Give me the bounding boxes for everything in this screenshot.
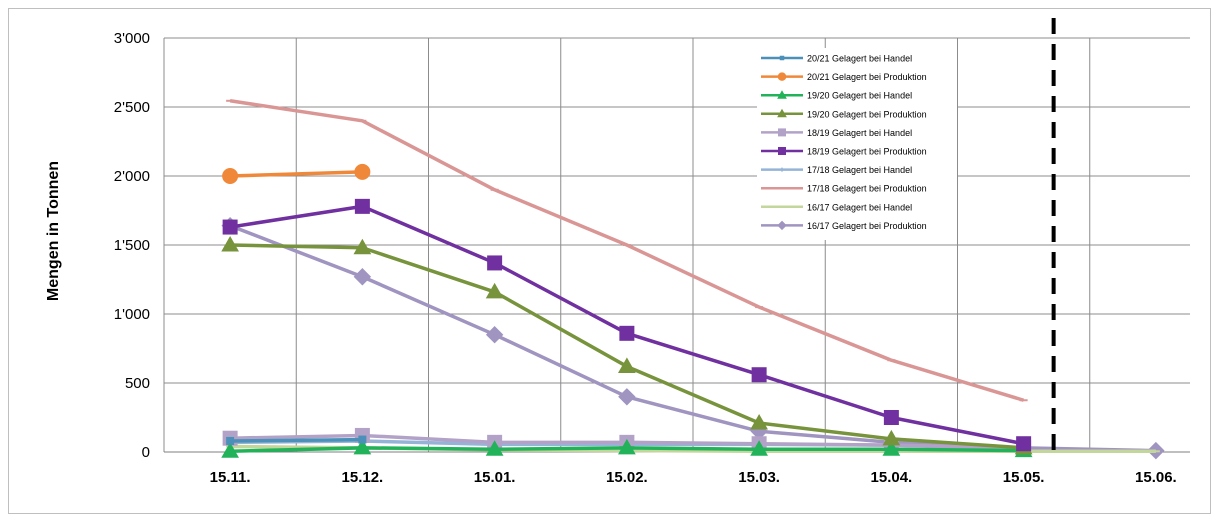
data-point bbox=[777, 220, 787, 231]
y-tick-label: 1'500 bbox=[114, 237, 150, 254]
data-point bbox=[353, 238, 372, 255]
series-line bbox=[230, 243, 1024, 450]
y-axis-label: Mengen in Tonnen bbox=[45, 161, 62, 301]
data-point bbox=[354, 163, 371, 180]
data-point bbox=[485, 325, 504, 344]
data-point bbox=[358, 435, 367, 444]
legend-label: 20/21 Gelagert bei Produktion bbox=[807, 72, 927, 82]
series-5 bbox=[222, 198, 1032, 452]
x-tick-label: 15.11. bbox=[210, 469, 251, 486]
x-tick-label: 15.06. bbox=[1135, 469, 1177, 486]
series-line bbox=[230, 170, 363, 178]
data-point bbox=[882, 429, 901, 446]
data-point bbox=[487, 255, 503, 271]
data-point bbox=[618, 357, 636, 373]
series-group bbox=[221, 99, 1165, 460]
grid bbox=[163, 37, 1190, 453]
legend-entry: 19/20 Gelagert bei Produktion bbox=[761, 108, 927, 119]
chart-frame bbox=[8, 8, 1211, 514]
y-tick-label: 0 bbox=[142, 444, 150, 461]
legend-label: 18/19 Gelagert bei Handel bbox=[807, 128, 912, 138]
data-point bbox=[751, 367, 767, 383]
x-tick-label: 15.03. bbox=[738, 469, 780, 486]
data-point bbox=[354, 198, 370, 214]
data-point bbox=[618, 388, 636, 406]
data-point bbox=[619, 325, 635, 341]
data-point bbox=[779, 55, 785, 61]
legend-entry: 16/17 Gelagert bei Handel bbox=[761, 202, 912, 212]
data-point bbox=[883, 410, 899, 425]
x-tick-label: 15.01. bbox=[474, 469, 516, 486]
y-tick-label: 1'000 bbox=[114, 306, 150, 323]
data-point bbox=[222, 219, 238, 235]
data-point bbox=[222, 168, 239, 184]
data-point bbox=[485, 282, 504, 299]
legend-entry: 16/17 Gelagert bei Produktion bbox=[761, 220, 927, 231]
data-point bbox=[1016, 436, 1032, 452]
legend-label: 19/20 Gelagert bei Produktion bbox=[807, 109, 927, 119]
data-point bbox=[353, 438, 372, 455]
x-tick-label: 15.02. bbox=[606, 469, 648, 486]
y-tick-label: 2'000 bbox=[114, 168, 150, 185]
legend: 20/21 Gelagert bei Handel 20/21 Gelagert … bbox=[757, 48, 957, 240]
x-tick-label: 15.04. bbox=[871, 469, 913, 486]
legend-entry: 17/18 Gelagert bei Handel bbox=[761, 165, 912, 175]
data-point bbox=[778, 147, 786, 155]
y-tick-label: 3'000 bbox=[114, 30, 150, 47]
y-tick-label: 500 bbox=[125, 375, 150, 392]
series-line bbox=[230, 437, 363, 443]
data-point bbox=[618, 438, 636, 455]
data-point bbox=[221, 235, 239, 252]
legend-label: 17/18 Gelagert bei Handel bbox=[807, 165, 912, 175]
series-0 bbox=[226, 435, 367, 445]
series-line bbox=[229, 204, 1024, 446]
legend-label: 17/18 Gelagert bei Produktion bbox=[807, 184, 927, 194]
legend-entry: 19/20 Gelagert bei Handel bbox=[761, 90, 912, 101]
legend-label: 20/21 Gelagert bei Handel bbox=[807, 54, 912, 64]
data-point bbox=[353, 268, 372, 286]
y-tick-label: 2'500 bbox=[114, 99, 150, 116]
legend-entry: 20/21 Gelagert bei Handel bbox=[761, 54, 912, 64]
series-3 bbox=[221, 235, 1033, 455]
legend-label: 18/19 Gelagert bei Produktion bbox=[807, 147, 927, 157]
data-point bbox=[777, 90, 787, 99]
legend-entry: 20/21 Gelagert bei Produktion bbox=[761, 72, 927, 82]
x-tick-label: 15.05. bbox=[1003, 469, 1045, 486]
legend-label: 16/17 Gelagert bei Produktion bbox=[807, 221, 927, 231]
data-point bbox=[226, 436, 235, 445]
data-point bbox=[778, 128, 786, 137]
data-point bbox=[750, 440, 768, 456]
legend-entry: 17/18 Gelagert bei Produktion bbox=[761, 184, 927, 194]
legend-entry: 18/19 Gelagert bei Handel bbox=[761, 128, 912, 138]
x-tick-label: 15.12. bbox=[342, 469, 384, 486]
data-point bbox=[221, 442, 239, 458]
legend-label: 19/20 Gelagert bei Handel bbox=[807, 91, 912, 101]
data-point bbox=[777, 72, 787, 81]
series-7 bbox=[226, 99, 1028, 402]
data-point bbox=[750, 414, 768, 430]
data-point bbox=[780, 167, 784, 172]
legend-label: 16/17 Gelagert bei Handel bbox=[807, 202, 912, 212]
x-axis-ticks: 15.11. 15.12. 15.01. 15.02. 15.03. 15.04. 15.0… bbox=[210, 469, 1177, 486]
data-point bbox=[777, 108, 787, 118]
data-point bbox=[882, 440, 901, 456]
data-point bbox=[485, 440, 504, 456]
legend-entry: 18/19 Gelagert bei Produktion bbox=[761, 147, 927, 157]
y-axis-ticks: 0 500 1'000 1'500 2'000 2'500 3'000 bbox=[114, 30, 150, 461]
series-1 bbox=[222, 163, 371, 184]
